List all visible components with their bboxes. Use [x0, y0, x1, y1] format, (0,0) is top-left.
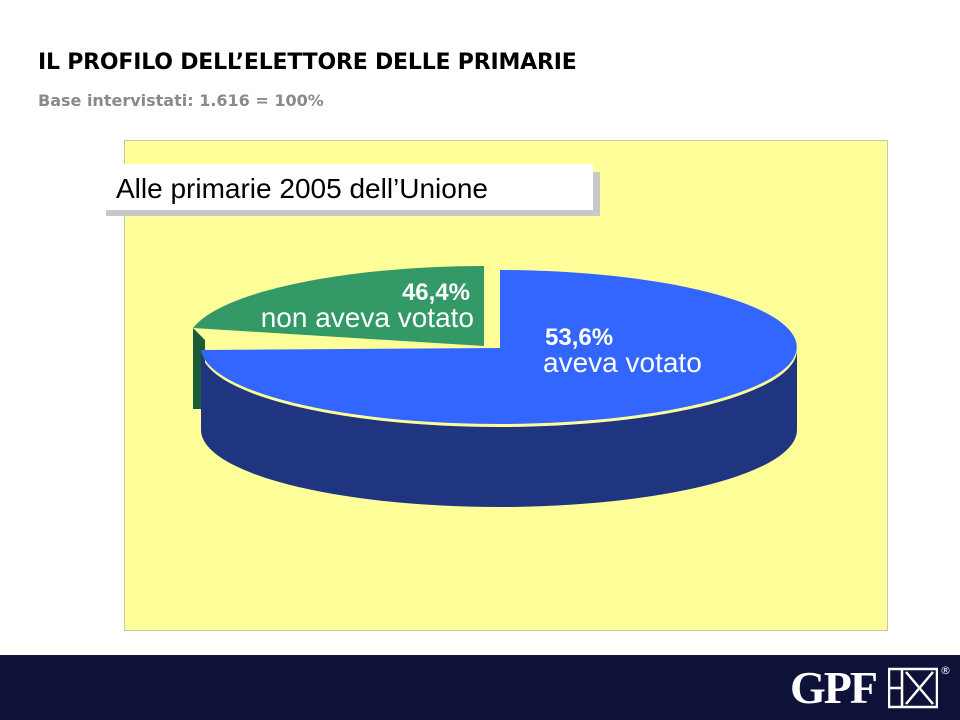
slice-label-non-aveva-votato: non aveva votato: [261, 302, 474, 333]
footer-bar: [0, 655, 960, 720]
slice-label-aveva-votato: aveva votato: [543, 347, 702, 378]
slice-non-aveva-votato: [193, 266, 484, 346]
page-title: IL PROFILO DELL’ELETTORE DELLE PRIMARIE: [38, 50, 577, 75]
slice-aveva-votato: [201, 270, 797, 424]
slice-edge-non-aveva-votato: [484, 266, 498, 346]
value-label-non-aveva-votato: 46,4%: [402, 279, 470, 306]
gpf-logo: GPF: [790, 662, 878, 713]
gpf-logo-mark-icon: [888, 667, 938, 709]
registered-mark: ®: [940, 664, 951, 677]
chart-title: Alle primarie 2005 dell’Unione: [99, 164, 593, 210]
slice-side-aveva-votato: [201, 350, 797, 507]
page-subtitle: Base intervistati: 1.616 = 100%: [38, 91, 324, 110]
value-label-aveva-votato: 53,6%: [545, 324, 613, 351]
